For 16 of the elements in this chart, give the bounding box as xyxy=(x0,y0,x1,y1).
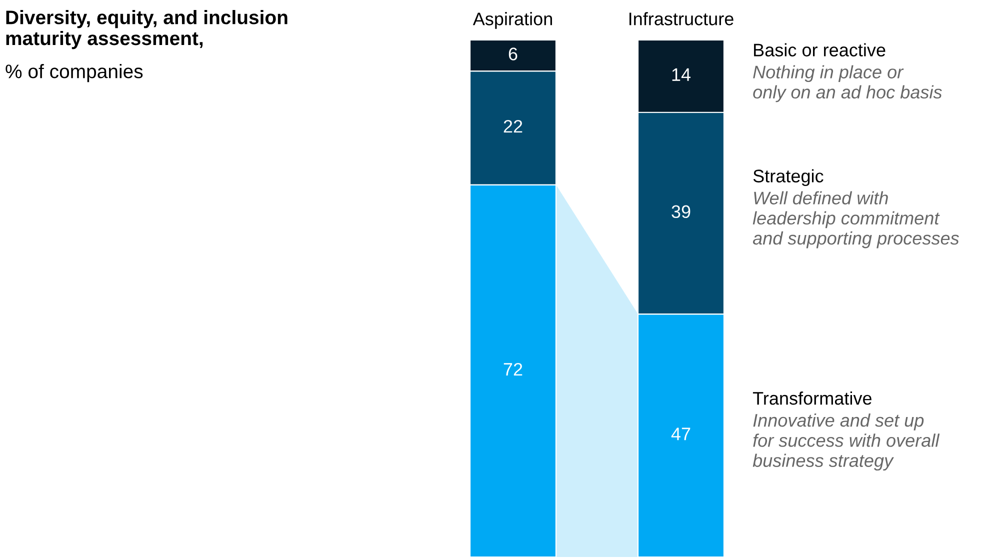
x-tick-label: Aspiration xyxy=(472,12,552,29)
annotation: Innovative and set up for success with overall business strategy xyxy=(752,414,940,471)
text: Diversity, equity, and inclusion maturity assessment, xyxy=(6,10,288,50)
annotation: Nothing in place or only on an ad hoc basis xyxy=(753,65,942,102)
x-tick-label: Infrastructure xyxy=(629,12,734,26)
series-label: Strategic xyxy=(753,169,824,186)
series-label: Transformative xyxy=(752,392,872,405)
data-label: 6 xyxy=(508,48,518,60)
text: % of companies xyxy=(6,64,143,82)
data-label: 22 xyxy=(504,120,522,133)
annotation: Well defined with leadership commitment and supporting processes xyxy=(752,191,959,248)
data-label: 14 xyxy=(672,68,691,81)
series-label: Basic or reactive xyxy=(754,43,886,56)
data-label: 47 xyxy=(671,428,690,440)
data-label: 39 xyxy=(672,205,690,218)
data-label: 72 xyxy=(504,362,522,376)
